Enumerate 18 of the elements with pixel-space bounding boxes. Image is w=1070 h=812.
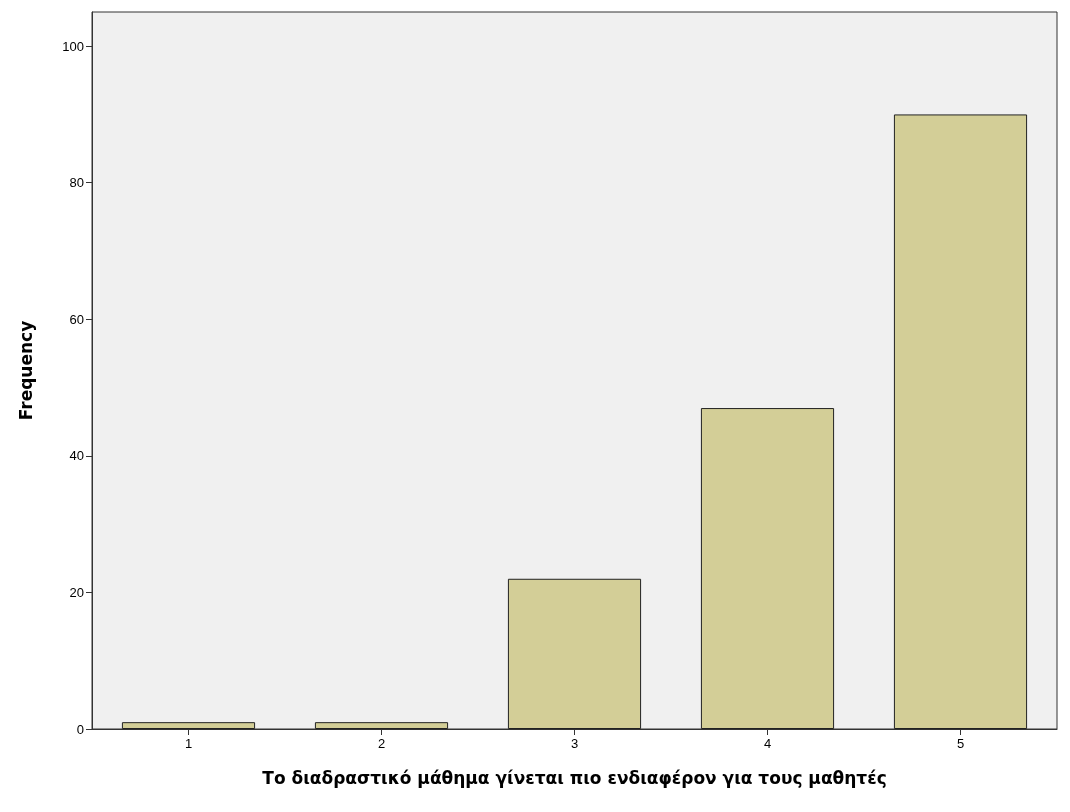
x-tick-label: 5 bbox=[956, 736, 965, 751]
y-tick-label: 0 bbox=[76, 721, 84, 737]
x-axis-title: Το διαδραστικό μάθημα γίνεται πιο ενδιαφέρον για τους μαθητές bbox=[262, 767, 887, 788]
x-tick-label: 2 bbox=[377, 736, 386, 751]
y-tick-label: 60 bbox=[69, 311, 84, 327]
y-tick-label: 20 bbox=[69, 584, 84, 600]
y-tick-label: 80 bbox=[69, 175, 84, 191]
x-tick-label: 3 bbox=[570, 736, 579, 751]
bar bbox=[507, 578, 642, 729]
y-tick-label: 40 bbox=[69, 448, 84, 464]
x-tick-label: 1 bbox=[184, 736, 193, 751]
bar bbox=[314, 722, 449, 729]
y-axis-title: Frequency bbox=[15, 320, 36, 421]
bar bbox=[700, 408, 835, 729]
x-tick-label: 4 bbox=[763, 736, 772, 751]
bar bbox=[121, 722, 256, 729]
y-tick-label: 100 bbox=[62, 38, 84, 54]
bar bbox=[893, 114, 1028, 729]
